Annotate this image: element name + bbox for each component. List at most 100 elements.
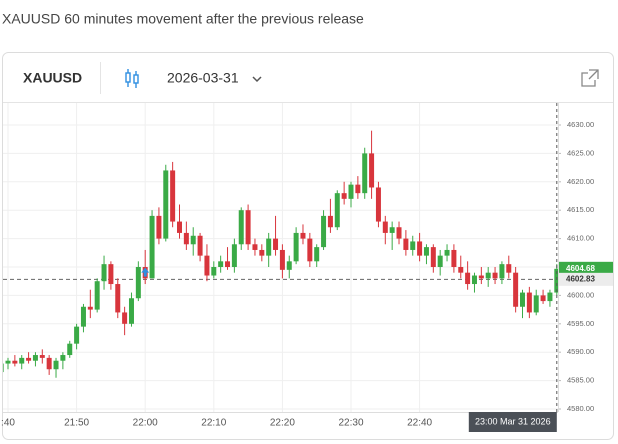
candle-body: [451, 249, 457, 267]
external-link-icon[interactable]: [581, 69, 599, 87]
candle-body: [39, 355, 45, 358]
candle-body: [53, 360, 59, 370]
candle-body: [423, 247, 429, 256]
candle-body: [506, 264, 512, 273]
candle-body: [128, 298, 134, 324]
y-tick-label: 4590.00: [567, 347, 594, 356]
candle-body: [204, 255, 210, 276]
candle-body: [554, 268, 558, 293]
y-tick-label: 4620.00: [567, 177, 594, 186]
last-price-box: [559, 261, 613, 275]
candle-body: [32, 355, 38, 361]
y-tick-label: 4630.00: [567, 120, 594, 129]
candle-body: [471, 275, 477, 285]
candle-body: [437, 255, 443, 267]
candle-body: [286, 261, 292, 270]
candle-body: [225, 261, 231, 267]
date-selector[interactable]: 2026-03-31: [167, 70, 239, 86]
x-tick-label: 22:00: [133, 418, 158, 429]
candle-body: [163, 170, 169, 239]
candle-body: [231, 244, 237, 267]
candle-body: [197, 235, 203, 256]
y-tick-label: 4625.00: [567, 148, 594, 157]
candle-body: [252, 244, 258, 250]
candle-body: [444, 249, 450, 256]
y-tick-label: 4610.00: [567, 234, 594, 243]
candles-layer: [3, 103, 558, 412]
x-tick-label: 21:50: [64, 418, 89, 429]
price-line-box: [559, 272, 613, 286]
candle-body: [300, 232, 306, 239]
candle-body: [327, 215, 333, 228]
candle-body: [499, 264, 505, 279]
candle-body: [156, 215, 162, 239]
candle-body: [334, 193, 340, 228]
candle-body: [430, 247, 436, 267]
candle-body: [183, 232, 189, 245]
candle-body: [245, 210, 251, 245]
candle-body: [520, 292, 525, 307]
candle-body: [46, 357, 52, 370]
candle-body: [218, 261, 224, 267]
candle-body: [369, 153, 375, 188]
x-tick-label: 22:40: [407, 418, 432, 429]
price-line-label: 4602.83: [566, 274, 595, 283]
candle-body: [279, 249, 285, 270]
candle-body: [94, 281, 100, 310]
candle-body: [177, 221, 182, 233]
candle-body: [60, 355, 66, 361]
candle-body: [513, 272, 519, 307]
candle-body: [533, 295, 539, 313]
y-tick-label: 4580.00: [567, 404, 594, 413]
candle-body: [307, 238, 313, 262]
candle-body: [293, 232, 299, 262]
event-marker: [141, 267, 150, 277]
crosshair-label-box: [468, 412, 557, 432]
candle-body: [115, 284, 121, 313]
candle-body: [321, 215, 327, 248]
candle-body: [87, 306, 93, 310]
candle-body: [458, 267, 464, 273]
candle-body: [259, 249, 265, 256]
x-tick-label: 22:20: [270, 418, 295, 429]
crosshair-label: 23:00 Mar 31 2026: [475, 416, 551, 426]
candle-body: [348, 184, 354, 199]
y-tick-label: 4600.00: [567, 290, 594, 299]
candle-body: [417, 241, 423, 256]
candle-icon[interactable]: [125, 69, 139, 88]
candle-body: [485, 272, 491, 279]
candle-body: [266, 238, 272, 256]
candle-body: [211, 267, 217, 276]
candle-body: [74, 326, 80, 344]
candle-body: [149, 215, 155, 279]
x-tick-label: 22:10: [201, 418, 226, 429]
x-tick-label: :40: [1, 418, 15, 429]
candle-body: [108, 264, 114, 285]
candle-body: [341, 193, 347, 199]
dropdown-chevron[interactable]: [252, 76, 262, 83]
candle-body: [80, 306, 86, 327]
candle-body: [382, 221, 388, 233]
candle-body: [122, 312, 128, 324]
y-tick-label: 4585.00: [567, 376, 594, 385]
symbol[interactable]: XAUUSD: [23, 70, 82, 86]
candle-body: [478, 275, 484, 279]
y-tick-label: 4595.00: [567, 319, 594, 328]
candle-body: [238, 210, 244, 245]
y-tick-label: 4615.00: [567, 205, 594, 214]
candle-body: [465, 272, 471, 285]
candle-body: [389, 227, 395, 233]
candle-body: [12, 360, 18, 364]
candle-body: [540, 295, 546, 302]
candle-body: [396, 227, 402, 239]
candle-body: [375, 187, 381, 222]
candle-body: [135, 267, 141, 299]
candle-body: [526, 292, 532, 313]
candle-body: [26, 357, 32, 361]
candle-body: [355, 184, 361, 194]
candle-body: [3, 363, 4, 373]
candle-body: [547, 292, 553, 302]
candle-body: [19, 357, 25, 364]
last-price-label: 4604.68: [566, 264, 595, 273]
